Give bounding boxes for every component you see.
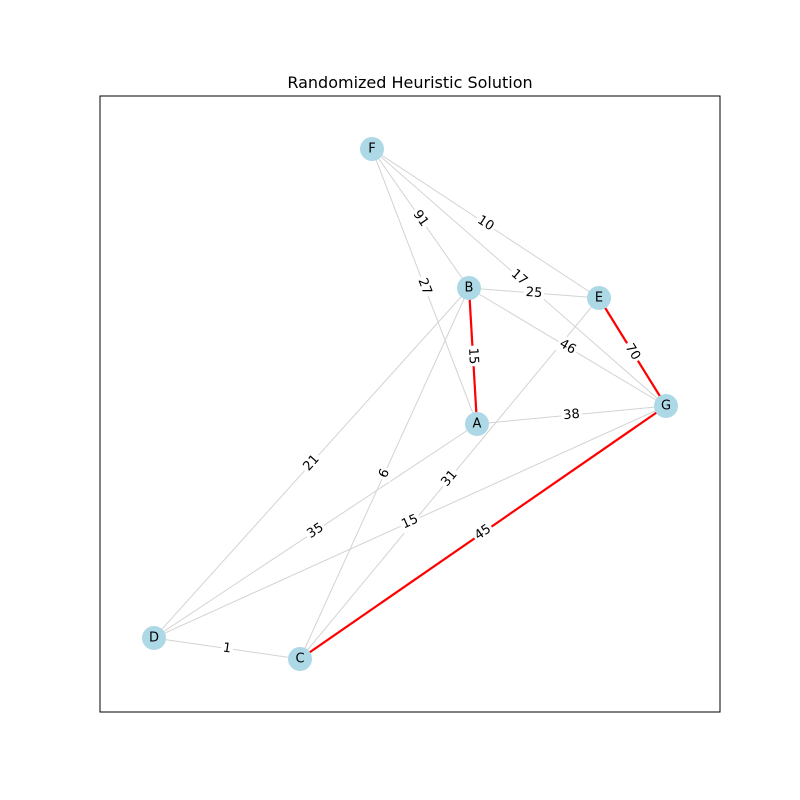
edge-weight-G-D: 15 [397, 510, 423, 534]
edge-weight-bg [407, 205, 434, 232]
node-circle [587, 286, 611, 310]
edge-weight-F-B: 91 [407, 205, 434, 232]
node-A: A [465, 412, 489, 436]
node-D: D [142, 626, 166, 650]
edge-weight-bg [436, 465, 463, 492]
edge-weight-B-G: 46 [554, 334, 581, 360]
node-circle [654, 394, 678, 418]
node-circle [457, 276, 481, 300]
edge-weight-bg [412, 273, 437, 300]
edge-weight-label: 38 [563, 407, 581, 424]
edge-weight-label: 25 [525, 285, 543, 301]
edge-weight-bg [463, 345, 483, 367]
edge-weight-E-G: 70 [619, 338, 646, 366]
node-label: C [295, 652, 304, 667]
edge-weight-bg [298, 449, 325, 477]
edge-weight-bg [554, 334, 581, 360]
plot-frame [99, 95, 721, 713]
edge-weight-label: 15 [399, 512, 420, 532]
edge-weight-label: 27 [415, 276, 435, 297]
edge-weight-label: 15 [465, 347, 481, 364]
node-circle [360, 137, 384, 161]
edge-weight-B-A: 15 [463, 345, 483, 367]
node-label: F [368, 142, 375, 157]
node-B: B [457, 276, 481, 300]
node-circle [142, 626, 166, 650]
node-label: E [595, 291, 603, 306]
edge-weight-label: 1 [222, 640, 232, 656]
edge-weight-bg [523, 283, 545, 303]
edge-weight-bg [469, 519, 497, 546]
node-C: C [288, 647, 312, 671]
edge-weight-D-C: 1 [219, 639, 235, 658]
node-label: G [661, 399, 671, 414]
edge-weight-bg [374, 464, 395, 483]
edge-weight-A-D: 35 [302, 518, 329, 544]
edge-weight-F-E: 10 [472, 210, 499, 237]
chart-title: Randomized Heuristic Solution [287, 73, 532, 92]
edge-weight-B-E: 25 [523, 283, 545, 303]
edge-weight-E-C: 31 [436, 465, 463, 492]
node-label: A [473, 417, 482, 432]
node-label: D [149, 631, 159, 646]
edge-weight-B-C: 6 [374, 464, 395, 483]
edge-weight-bg [619, 338, 646, 366]
edge-weight-label: 46 [557, 336, 579, 357]
edge-weight-bg [219, 639, 235, 658]
node-E: E [587, 286, 611, 310]
edge-weight-bg [397, 510, 423, 534]
edge-weight-bg [560, 405, 583, 425]
edge-weight-bg [472, 210, 499, 237]
node-circle [465, 412, 489, 436]
nodes-layer: A B C D E F G [142, 137, 678, 671]
edge-weight-label: 70 [622, 341, 643, 363]
edge-weight-B-D: 21 [298, 449, 325, 477]
node-circle [288, 647, 312, 671]
edge-weight-A-G: 38 [560, 405, 583, 425]
node-F: F [360, 137, 384, 161]
edge-weight-G-C: 45 [469, 519, 497, 546]
edge-weight-F-A: 27 [412, 273, 437, 300]
edge-weight-bg [302, 518, 329, 544]
node-label: B [465, 281, 474, 296]
node-G: G [654, 394, 678, 418]
